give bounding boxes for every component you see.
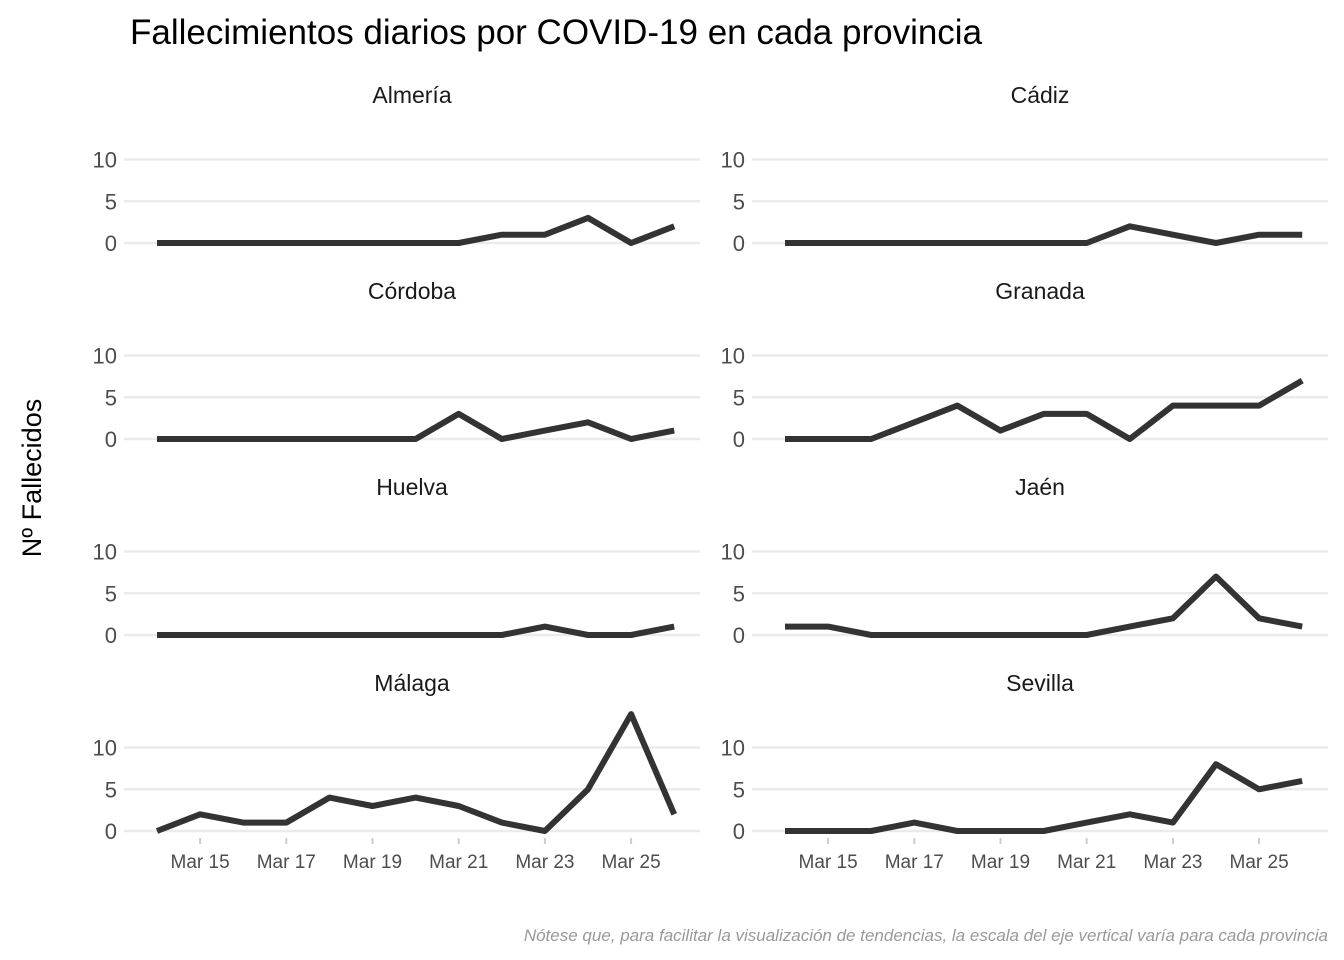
chart-caption: Nótese que, para facilitar la visualizac… <box>524 926 1328 945</box>
y-tick-label: 10 <box>721 540 745 565</box>
x-tick-label: Mar 25 <box>602 852 661 873</box>
panel-title: Almería <box>372 82 451 108</box>
y-tick-label: 5 <box>105 189 117 214</box>
panel-title: Cádiz <box>1011 82 1070 108</box>
facet-panels: Almería 0 5 10 Cádiz 0 5 10 Córdoba 0 5 10 Granada 0 5… <box>93 82 1328 873</box>
x-tick-label: Mar 15 <box>171 852 230 873</box>
x-tick-label: Mar 21 <box>1057 852 1116 873</box>
y-tick-label: 10 <box>93 540 117 565</box>
panel-4: Granada 0 5 10 <box>721 278 1328 452</box>
x-tick-label: Mar 19 <box>343 852 402 873</box>
panel-1: Almería 0 5 10 <box>93 82 700 256</box>
y-tick-label: 0 <box>105 623 117 648</box>
series-line <box>785 761 1303 834</box>
series-line <box>157 410 675 442</box>
y-tick-label: 5 <box>733 385 745 410</box>
y-tick-label: 0 <box>733 623 745 648</box>
panel-7: Málaga 0 5 10 Mar 15 Mar 17 Mar 19 Mar 21 Mar 23… <box>93 670 700 873</box>
y-tick-label: 10 <box>721 736 745 761</box>
panel-title: Sevilla <box>1006 670 1074 696</box>
panel-title: Granada <box>995 278 1085 304</box>
series-line <box>785 573 1303 638</box>
panel-title: Málaga <box>374 670 450 696</box>
y-axis-label: Nº Fallecidos <box>17 399 47 557</box>
y-tick-label: 0 <box>105 427 117 452</box>
y-tick-label: 10 <box>93 148 117 173</box>
panel-6: Jaén 0 5 10 <box>721 474 1328 648</box>
panel-8: Sevilla 0 5 10 Mar 15 Mar 17 Mar 19 Mar 21 Mar 2… <box>721 670 1328 873</box>
x-tick-label: Mar 17 <box>257 852 316 873</box>
x-tick-label: Mar 19 <box>971 852 1030 873</box>
series-line <box>785 378 1304 442</box>
panel-2: Cádiz 0 5 10 <box>721 82 1328 256</box>
panel-title: Jaén <box>1015 474 1065 500</box>
x-tick-label: Mar 23 <box>1143 852 1202 873</box>
x-tick-label: Mar 25 <box>1230 852 1289 873</box>
y-tick-label: 5 <box>733 581 745 606</box>
panel-title: Huelva <box>376 474 448 500</box>
x-tick-label: Mar 15 <box>799 852 858 873</box>
y-tick-label: 10 <box>721 344 745 369</box>
y-tick-label: 5 <box>733 189 745 214</box>
panel-title: Córdoba <box>368 278 456 304</box>
y-tick-label: 5 <box>105 385 117 410</box>
y-tick-label: 0 <box>105 819 117 844</box>
y-tick-label: 0 <box>733 231 745 256</box>
y-tick-label: 0 <box>105 231 117 256</box>
chart-title: Fallecimientos diarios por COVID-19 en c… <box>130 13 983 52</box>
y-tick-label: 10 <box>721 148 745 173</box>
y-tick-label: 10 <box>93 736 117 761</box>
y-tick-label: 10 <box>93 344 117 369</box>
series-line <box>785 223 1303 246</box>
y-tick-label: 5 <box>105 581 117 606</box>
y-tick-label: 5 <box>733 777 745 802</box>
series-line <box>157 623 675 638</box>
x-tick-label: Mar 21 <box>429 852 488 873</box>
series-line <box>155 711 677 834</box>
y-tick-label: 5 <box>105 777 117 802</box>
panel-3: Córdoba 0 5 10 <box>93 278 700 452</box>
x-tick-label: Mar 17 <box>885 852 944 873</box>
y-tick-label: 0 <box>733 819 745 844</box>
series-line <box>157 214 676 246</box>
x-tick-label: Mar 23 <box>515 852 574 873</box>
y-tick-label: 0 <box>733 427 745 452</box>
panel-5: Huelva 0 5 10 <box>93 474 700 648</box>
